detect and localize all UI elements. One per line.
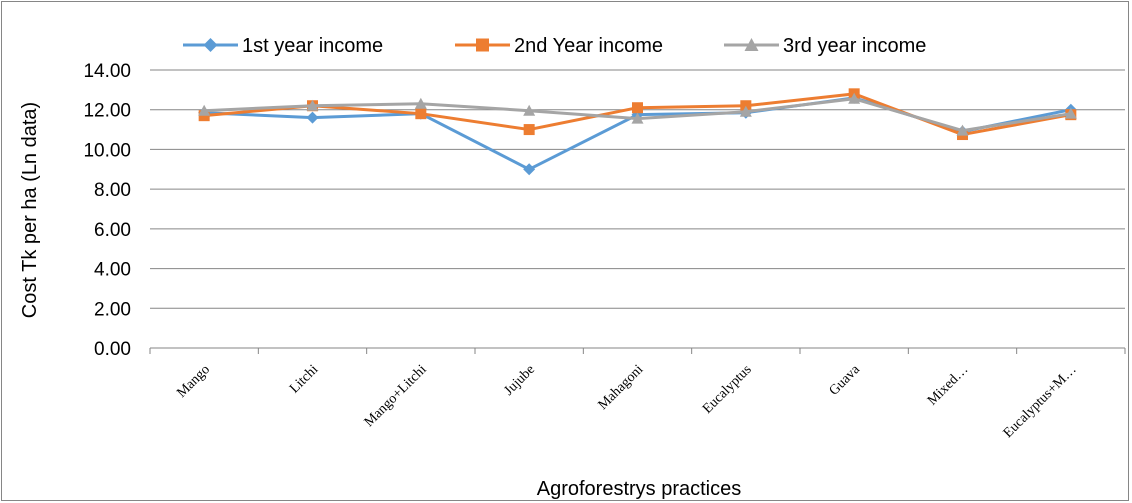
y-tick-label: 6.00 [94,220,131,241]
y-tick-label: 8.00 [94,180,131,201]
x-tick-label: Jujube [502,362,538,398]
x-tick-label: Mahagoni [596,362,647,413]
x-tick-label: Litchi [287,362,321,396]
legend: 1st year income 2nd Year income 3rd year i… [183,35,926,57]
data-point [198,104,211,116]
data-point [306,99,319,111]
data-point [415,108,427,120]
data-point [1064,107,1077,119]
y-axis-label: Cost Tk per ha (Ln data) [19,102,41,318]
x-tick-label: Mango [174,362,213,401]
data-point [632,102,643,114]
data-point [739,105,752,117]
y-tick-label: 14.00 [83,61,131,82]
legend-label: 3rd year income [783,35,926,57]
y-tick-label: 10.00 [83,140,131,161]
axes [149,347,1126,354]
series-lines [198,88,1077,176]
data-point [523,124,535,136]
y-tick-label: 2.00 [94,299,131,320]
x-axis-ticks: Mango Litchi Mango+Litchi Jujube Mahagoni Euc… [174,362,1079,441]
data-point [523,163,536,176]
series-group [198,92,1077,136]
data-point [848,92,861,104]
legend-marker [203,38,218,52]
legend-marker [744,38,759,51]
y-axis-ticks: 0.00 2.00 4.00 6.00 8.00 10.00 12.00 14.00 [83,61,131,360]
x-tick-label: Eucalyptus [700,362,755,417]
legend-label: 2nd Year income [514,35,663,57]
x-tick-label: Eucalyptus+M… [1001,362,1080,441]
y-tick-label: 12.00 [83,101,131,122]
legend-label: 1st year income [242,35,383,57]
data-point [414,97,427,109]
x-tick-label: Mixed… [925,362,971,408]
data-point [956,124,969,136]
data-point [631,112,644,124]
data-point [306,111,319,124]
data-point [523,104,536,116]
x-axis-label: Agroforestrys practices [537,478,742,500]
x-tick-label: Mango+Litchi [362,362,430,430]
x-tick-label: Guava [827,362,864,399]
y-tick-label: 0.00 [94,339,131,360]
legend-marker [476,38,489,52]
y-tick-label: 4.00 [94,260,131,281]
